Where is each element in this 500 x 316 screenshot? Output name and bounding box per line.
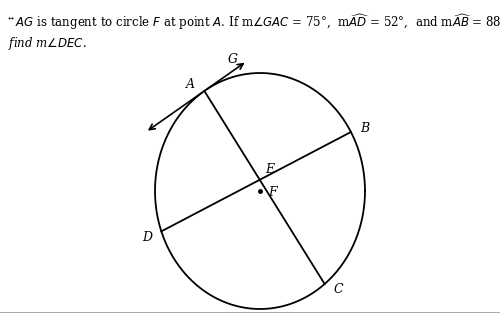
Text: C: C (334, 283, 344, 296)
Text: find m$\angle DEC$.: find m$\angle DEC$. (8, 35, 86, 52)
Text: $\overleftrightarrow{AG}$ is tangent to circle $F$ at point $A$. If m$\angle GAC: $\overleftrightarrow{AG}$ is tangent to … (8, 12, 500, 32)
Text: D: D (142, 231, 152, 244)
Text: G: G (228, 52, 238, 65)
Text: E: E (265, 163, 274, 176)
Text: B: B (360, 121, 370, 135)
Text: F: F (268, 186, 278, 199)
Text: A: A (186, 78, 195, 91)
